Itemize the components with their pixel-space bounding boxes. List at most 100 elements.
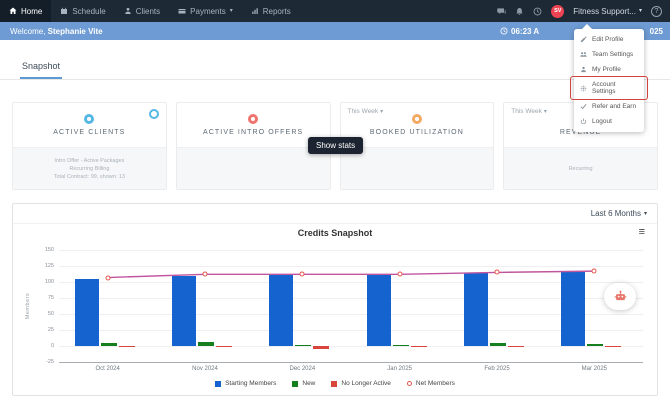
nav-item-label: Reports [262, 6, 291, 16]
nav-action-icons [497, 7, 542, 16]
bar-no-longer-active [118, 346, 135, 348]
bar-starting-members [74, 279, 99, 346]
bot-icon [614, 290, 627, 303]
net-members-marker [299, 271, 305, 277]
legend-item-new[interactable]: New [292, 380, 315, 387]
caret-down-icon [639, 8, 642, 14]
stat-ring-icon [411, 114, 422, 124]
card-period-label: This Week [347, 108, 379, 115]
menu-item-my-profile[interactable]: My Profile [574, 62, 644, 77]
payments-icon [178, 7, 186, 15]
tab-snapshot[interactable]: Snapshot [20, 61, 63, 79]
y-axis-label: Members [25, 292, 32, 320]
date-text: 025 [649, 26, 663, 36]
x-tick-label: Mar 2025 [581, 366, 608, 372]
y-tick-label: -25 [46, 359, 54, 365]
card-title: REVENUE [559, 129, 602, 136]
card-period-selector[interactable]: This Week [511, 108, 547, 115]
welcome-text: Welcome, Stephanie Vite [10, 27, 103, 36]
menu-item-label: My Profile [592, 66, 621, 73]
stat-card-active-intro-offers: ACTIVE INTRO OFFERS [175, 102, 331, 190]
bar-starting-members [464, 273, 488, 346]
datetime-text: 06:23 A [500, 27, 539, 36]
net-members-line [59, 250, 643, 362]
info-icon[interactable] [148, 109, 159, 119]
card-footer [340, 147, 494, 189]
nav-item-label: Schedule [72, 6, 106, 16]
chart-plot-area: 150 125 100 75 50 25 0 -25 Members Oct 2024 Nov 20… [25, 247, 643, 372]
bar-starting-members [269, 273, 294, 346]
nav-right: SV Fitness Support... ? [497, 0, 670, 22]
card-footer: Intro Offer - Active Packages Recurring B… [13, 147, 166, 189]
nav-item-label: Clients [135, 6, 161, 16]
bar-no-longer-active [605, 346, 622, 348]
bar-new [295, 344, 312, 346]
chart-menu-icon[interactable]: ≡ [638, 226, 645, 238]
gridline [59, 266, 643, 267]
card-period-selector[interactable]: This Week [348, 108, 384, 115]
legend-label: No Longer Active [341, 380, 391, 387]
gridline [59, 250, 643, 251]
caret-down-icon [644, 211, 647, 217]
legend-label: Starting Members [225, 380, 277, 387]
range-selector[interactable]: Last 6 Months [591, 209, 647, 218]
tabs-row: Snapshot [0, 40, 670, 80]
chat-icon[interactable] [497, 7, 506, 16]
bar-new [587, 344, 604, 346]
card-title: ACTIVE INTRO OFFERS [203, 129, 304, 136]
x-tick-label: Oct 2024 [95, 366, 120, 372]
legend-item-net-members[interactable]: Net Members [406, 380, 455, 387]
caret-down-icon [544, 109, 547, 115]
y-tick-label: 0 [50, 343, 54, 349]
x-tick-label: Feb 2025 [484, 366, 510, 372]
bar-new [100, 343, 117, 346]
range-selector-label: Last 6 Months [590, 209, 641, 218]
credits-snapshot-panel: Last 6 Months Credits Snapshot ≡ 1501251… [12, 203, 658, 396]
power-icon [580, 118, 587, 125]
menu-item-label: Edit Profile [592, 36, 624, 43]
menu-item-refer-and-earn[interactable]: Refer and Earn [574, 99, 644, 114]
legend-square-icon [215, 380, 222, 387]
user-menu-trigger[interactable]: Fitness Support... [573, 7, 642, 16]
nav-item-payments[interactable]: Payments [169, 0, 242, 22]
legend-square-icon [292, 380, 299, 387]
card-footer-line: Recurring Billing [69, 165, 110, 172]
legend-square-icon [331, 380, 338, 387]
net-members-marker [591, 268, 597, 274]
clock-icon[interactable] [533, 7, 542, 16]
top-navbar: Home Schedule Clients Payments Reports SV Fi… [0, 0, 670, 22]
bar-starting-members [366, 274, 391, 346]
nav-item-reports[interactable]: Reports [242, 0, 300, 22]
clients-icon [124, 7, 132, 15]
stat-cards-row: ACTIVE CLIENTS Intro Offer - Active Packa… [12, 102, 658, 190]
menu-item-logout[interactable]: Logout [574, 114, 644, 129]
chart-title-row: Credits Snapshot ≡ [13, 224, 657, 242]
nav-item-clients[interactable]: Clients [115, 0, 169, 22]
menu-item-team-settings[interactable]: Team Settings [574, 47, 644, 62]
chart-legend: Starting Members New No Longer Active Net M… [13, 380, 657, 387]
legend-item-no-longer-active[interactable]: No Longer Active [331, 380, 391, 387]
avatar[interactable]: SV [551, 4, 565, 18]
bar-new [392, 344, 409, 346]
bell-icon[interactable] [515, 7, 524, 16]
nav-items: Home Schedule Clients Payments Reports [0, 0, 300, 22]
gridline [59, 346, 643, 347]
bar-new [490, 343, 506, 346]
gridline [59, 362, 643, 363]
help-icon[interactable]: ? [651, 5, 662, 17]
card-footer: Recurring [504, 147, 657, 189]
legend-item-starting-members[interactable]: Starting Members [215, 380, 276, 387]
net-members-marker [397, 271, 403, 277]
chart-title: Credits Snapshot [297, 228, 373, 238]
nav-item-schedule[interactable]: Schedule [51, 0, 114, 22]
card-top: ACTIVE INTRO OFFERS [177, 103, 330, 147]
stat-ring-icon [84, 114, 95, 124]
show-stats-button[interactable]: Show stats [308, 137, 364, 154]
reports-icon [251, 7, 259, 15]
nav-item-home[interactable]: Home [0, 0, 52, 22]
menu-item-account-settings[interactable]: Account Settings [570, 76, 648, 100]
menu-item-edit-profile[interactable]: Edit Profile [574, 32, 644, 47]
menu-item-label: Account Settings [592, 81, 616, 95]
bar-no-longer-active [313, 346, 330, 349]
support-widget-button[interactable] [604, 283, 636, 310]
